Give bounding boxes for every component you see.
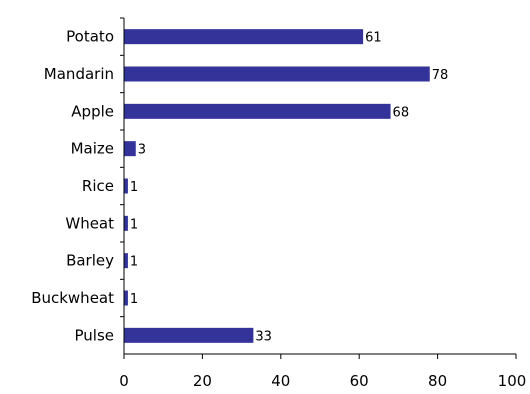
- x-tick-label: 20: [193, 372, 212, 390]
- x-tick-label: 0: [119, 372, 129, 390]
- bar-potato: [124, 29, 364, 45]
- bar-wheat: [124, 215, 128, 231]
- x-tick-label: 100: [498, 372, 527, 390]
- bar-mandarin: [124, 66, 430, 82]
- bar-maize: [124, 141, 136, 157]
- data-label-rice: 1: [130, 180, 138, 195]
- x-tick-label: 60: [350, 372, 369, 390]
- category-label-rice: Rice: [82, 177, 114, 195]
- data-label-mandarin: 78: [432, 68, 449, 83]
- data-label-potato: 61: [365, 31, 382, 46]
- x-tick-label: 40: [271, 372, 290, 390]
- data-labels-group: 61 78 68 3 1 1 1 1 33: [130, 31, 448, 345]
- bar-buckwheat: [124, 290, 128, 306]
- bars-group: [124, 29, 430, 343]
- bar-apple: [124, 103, 391, 119]
- x-tick-label: 80: [428, 372, 447, 390]
- data-label-maize: 3: [138, 143, 146, 158]
- category-label-mandarin: Mandarin: [44, 65, 114, 83]
- data-label-barley: 1: [130, 255, 138, 270]
- category-labels-group: Potato Mandarin Apple Maize Rice Wheat Barley B…: [31, 17, 124, 344]
- category-label-apple: Apple: [71, 102, 114, 120]
- category-label-wheat: Wheat: [65, 214, 114, 232]
- category-label-maize: Maize: [71, 140, 114, 158]
- data-label-buckwheat: 1: [130, 292, 138, 307]
- data-label-apple: 68: [393, 105, 410, 120]
- bar-barley: [124, 253, 128, 269]
- bar-pulse: [124, 327, 254, 343]
- category-label-potato: Potato: [66, 28, 114, 46]
- category-label-barley: Barley: [66, 252, 114, 270]
- category-label-pulse: Pulse: [75, 326, 115, 344]
- data-label-pulse: 33: [255, 329, 272, 344]
- data-label-wheat: 1: [130, 217, 138, 232]
- category-label-buckwheat: Buckwheat: [31, 289, 114, 307]
- x-ticks-group: 0 20 40 60 80 100: [119, 354, 526, 390]
- bar-rice: [124, 178, 128, 194]
